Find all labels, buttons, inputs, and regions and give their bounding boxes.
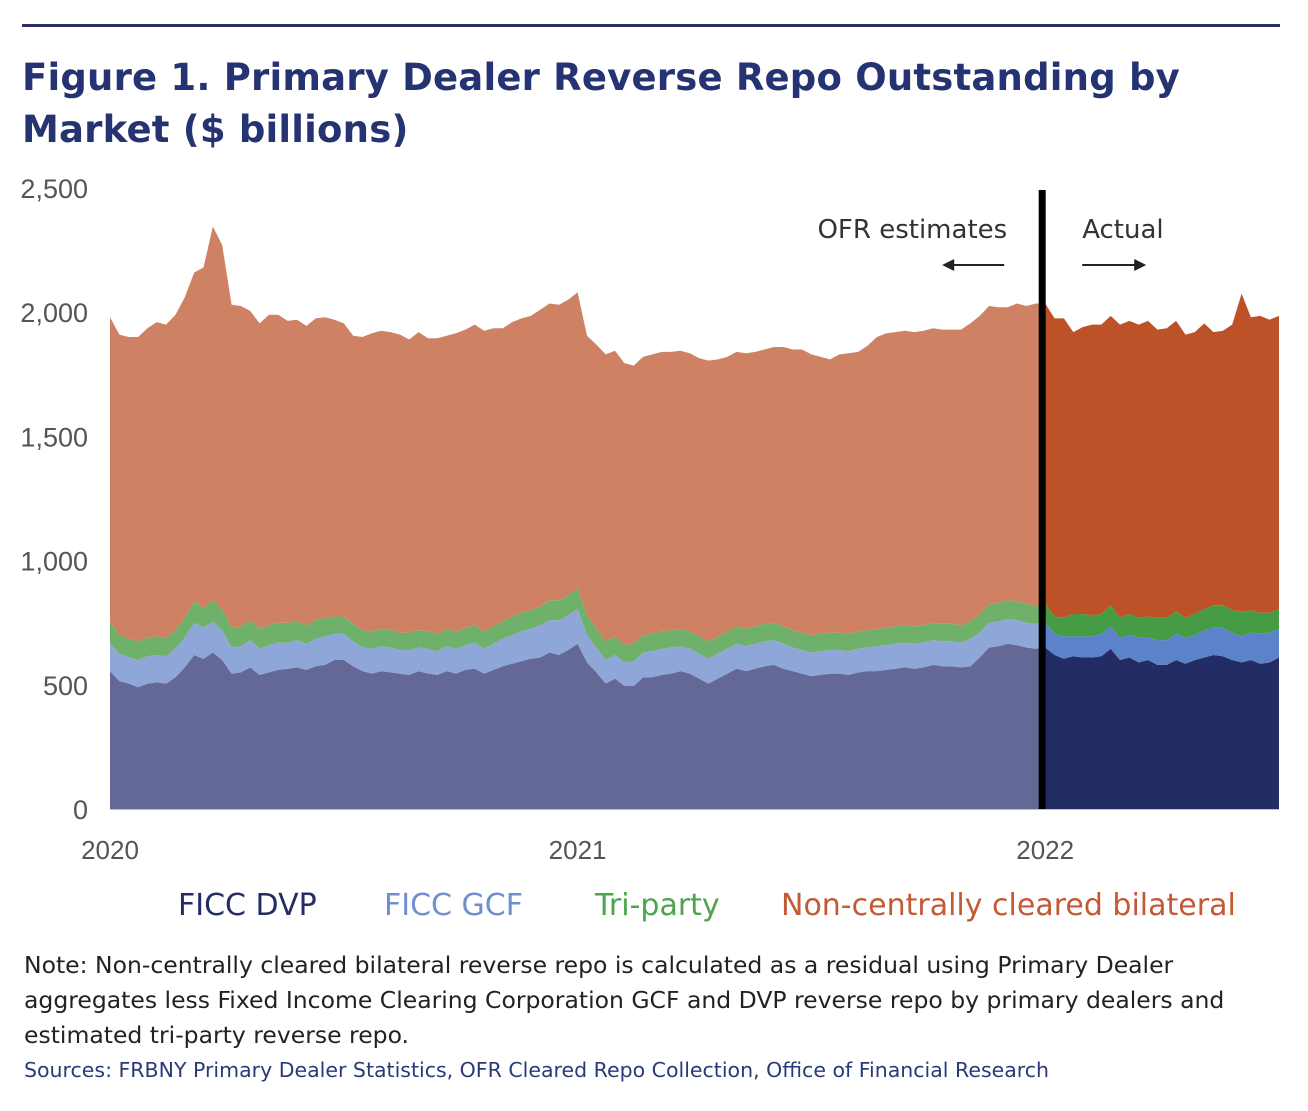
title-line-1: Figure 1. Primary Dealer Reverse Repo Ou…: [22, 56, 1180, 99]
area-triparty-actual: [1045, 604, 1279, 641]
y-tick-label: 500: [43, 671, 88, 701]
x-tick-label: 2020: [81, 835, 139, 865]
area-gcf-estimate: [110, 609, 1046, 688]
x-axis: 2020 2021 2022: [81, 809, 1279, 865]
legend-item-tri-party: Tri-party: [595, 888, 720, 923]
arrow-left-head: [942, 259, 955, 271]
area-dvp-actual: [1045, 647, 1279, 809]
top-rule: [22, 24, 1280, 27]
area-dvp-estimate: [110, 643, 1046, 809]
area-layers: [110, 226, 1279, 809]
legend-item-ficc-dvp: FICC DVP: [178, 888, 317, 923]
x-tick-label: 2022: [1016, 835, 1074, 865]
chart: 0 500 1,000 1,500 2,000 2,500 2020 2021 2022 OF…: [20, 174, 1279, 865]
annotation-actual: Actual: [1082, 215, 1163, 245]
legend: FICC DVP FICC GCF Tri-party Non-centrall…: [0, 888, 1308, 928]
y-tick-label: 2,500: [20, 174, 88, 204]
x-tick-label: 2021: [549, 835, 607, 865]
area-gcf-actual: [1045, 622, 1279, 665]
y-tick-label: 1,000: [20, 547, 88, 577]
annotations: OFR estimates Actual: [817, 190, 1164, 809]
y-tick-label: 0: [73, 795, 88, 825]
footnote: Note: Non-centrally cleared bilateral re…: [24, 951, 1225, 1049]
annotation-ofr-estimates: OFR estimates: [817, 215, 1007, 245]
area-triparty-estimate: [110, 587, 1046, 663]
y-tick-label: 2,000: [20, 298, 88, 328]
legend-item-ficc-gcf: FICC GCF: [384, 888, 523, 923]
y-tick-label: 1,500: [20, 422, 88, 452]
sources: Sources: FRBNY Primary Dealer Statistics…: [24, 1058, 1050, 1082]
area-bilateral-actual: [1045, 293, 1279, 618]
area-bilateral-estimate: [110, 226, 1046, 646]
y-axis: 0 500 1,000 1,500 2,000 2,500: [20, 174, 88, 825]
title-line-2: Market ($ billions): [22, 108, 409, 151]
arrow-right-head: [1134, 259, 1147, 271]
page-title: Figure 1. Primary Dealer Reverse Repo Ou…: [22, 52, 1280, 156]
legend-item-bilateral: Non-centrally cleared bilateral: [781, 888, 1236, 923]
